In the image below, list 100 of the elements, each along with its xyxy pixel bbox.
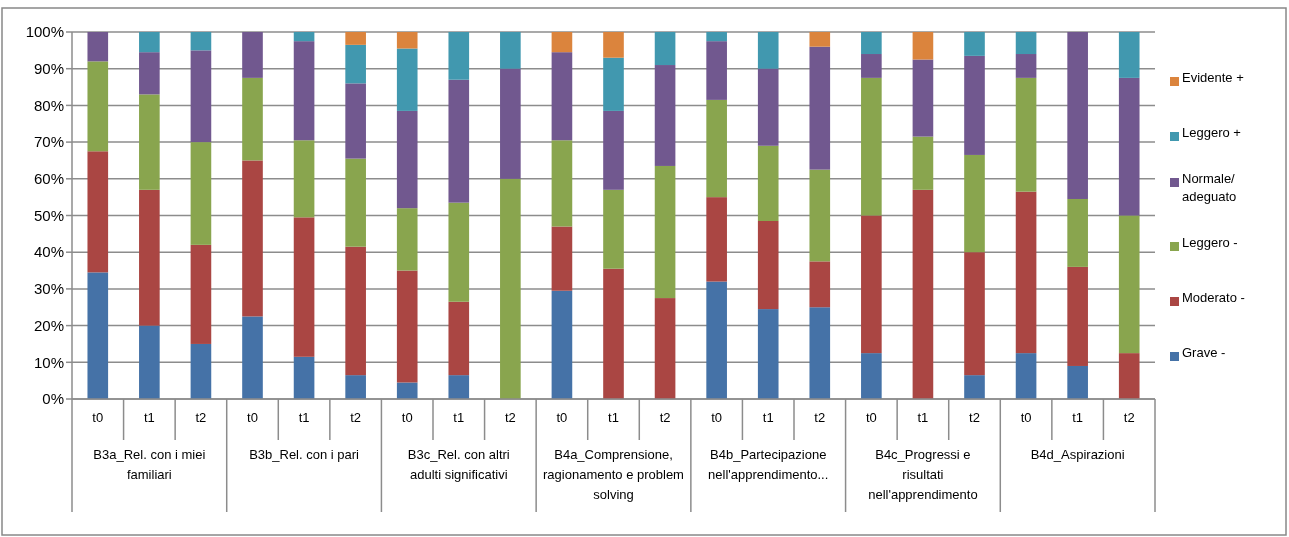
bar bbox=[293, 32, 315, 42]
bar bbox=[603, 110, 624, 190]
x-tick-label: t1 bbox=[298, 410, 310, 425]
x-tick-label: t2 bbox=[814, 410, 826, 425]
y-tick-label: 10% bbox=[33, 353, 64, 371]
x-tick-label: t1 bbox=[453, 410, 465, 425]
bar bbox=[448, 301, 470, 376]
bar bbox=[964, 154, 985, 253]
bar bbox=[1015, 54, 1037, 78]
bar bbox=[500, 68, 521, 179]
bar bbox=[757, 309, 779, 399]
x-tick-label: t2 bbox=[195, 410, 207, 425]
bar bbox=[757, 145, 779, 222]
bar bbox=[964, 375, 985, 399]
text: B4d_Aspirazioni bbox=[1030, 447, 1125, 462]
y-tick-label: 60% bbox=[33, 170, 64, 188]
y-tick-label: 40% bbox=[33, 243, 64, 261]
bar bbox=[757, 32, 779, 69]
bar bbox=[861, 54, 882, 78]
bar bbox=[242, 160, 263, 317]
bar bbox=[396, 270, 418, 383]
x-tick-label: t1 bbox=[1072, 410, 1084, 425]
bar bbox=[912, 59, 934, 137]
bar bbox=[87, 272, 109, 399]
bar bbox=[551, 226, 573, 291]
bar bbox=[293, 140, 315, 218]
x-tick-label: t0 bbox=[247, 410, 258, 425]
bar bbox=[448, 79, 470, 203]
bar bbox=[139, 325, 160, 399]
bar bbox=[293, 217, 315, 357]
bar bbox=[1118, 77, 1140, 216]
x-tick-label: t0 bbox=[556, 410, 568, 425]
bar bbox=[757, 68, 779, 146]
x-tick-label: t0 bbox=[401, 410, 413, 425]
bar bbox=[861, 32, 882, 55]
bar bbox=[1067, 266, 1088, 366]
legend-label: Evidente + bbox=[1182, 70, 1244, 85]
bar bbox=[1118, 32, 1140, 78]
bar bbox=[603, 189, 624, 269]
bar bbox=[603, 57, 624, 111]
x-tick-label: t1 bbox=[762, 410, 774, 425]
x-tick-label: t2 bbox=[1123, 410, 1135, 425]
bar bbox=[448, 32, 470, 80]
bar bbox=[190, 244, 212, 344]
y-tick-label: 30% bbox=[33, 280, 64, 298]
bar bbox=[345, 44, 366, 84]
bar bbox=[396, 32, 418, 49]
bar bbox=[912, 136, 934, 190]
legend-label: Leggero - bbox=[1182, 235, 1238, 250]
bar bbox=[964, 252, 985, 376]
y-tick-label: 100% bbox=[25, 23, 64, 41]
bar bbox=[706, 197, 727, 282]
bar bbox=[551, 52, 573, 141]
bar bbox=[551, 140, 573, 227]
bar bbox=[654, 165, 676, 299]
bar bbox=[912, 189, 934, 399]
bar bbox=[809, 169, 831, 262]
bar bbox=[139, 94, 160, 190]
bar bbox=[293, 41, 315, 141]
bar bbox=[1015, 353, 1037, 399]
bar bbox=[139, 32, 160, 53]
legend-label: Leggero + bbox=[1182, 125, 1241, 140]
bar bbox=[809, 46, 831, 170]
bar bbox=[1015, 191, 1037, 354]
bar bbox=[190, 50, 212, 143]
bar bbox=[190, 343, 212, 399]
x-tick-label: t2 bbox=[504, 410, 516, 425]
bar bbox=[1067, 365, 1088, 399]
bar bbox=[757, 221, 779, 310]
bar bbox=[964, 32, 985, 56]
bar bbox=[242, 32, 263, 78]
bar bbox=[448, 375, 470, 399]
bar bbox=[706, 99, 727, 198]
y-tick-label: 20% bbox=[33, 316, 64, 334]
bar bbox=[706, 41, 727, 100]
bar bbox=[190, 142, 212, 245]
bar bbox=[396, 48, 418, 111]
text: B4c_Progressi e risultati nell'apprendimento bbox=[868, 447, 978, 502]
bar bbox=[396, 110, 418, 209]
bar bbox=[706, 281, 727, 399]
bar bbox=[706, 32, 727, 42]
bar bbox=[964, 55, 985, 155]
bar bbox=[190, 32, 212, 51]
text: B4a_Comprensione, ragionamento e problem solving bbox=[543, 447, 684, 502]
bar bbox=[345, 375, 366, 399]
bar bbox=[345, 158, 366, 247]
legend-label: Moderato - bbox=[1182, 290, 1245, 305]
bar bbox=[87, 32, 109, 62]
bar bbox=[1067, 198, 1088, 267]
bar bbox=[603, 32, 624, 58]
bar bbox=[500, 32, 521, 69]
bar bbox=[87, 151, 109, 273]
bar bbox=[396, 382, 418, 399]
bar bbox=[809, 261, 831, 308]
x-tick-label: t2 bbox=[350, 410, 362, 425]
bar bbox=[1118, 215, 1140, 354]
x-tick-label: t1 bbox=[917, 410, 929, 425]
legend-label: Normale/ adeguato bbox=[1182, 171, 1237, 204]
y-tick-label: 90% bbox=[33, 59, 64, 77]
bar bbox=[139, 52, 160, 95]
